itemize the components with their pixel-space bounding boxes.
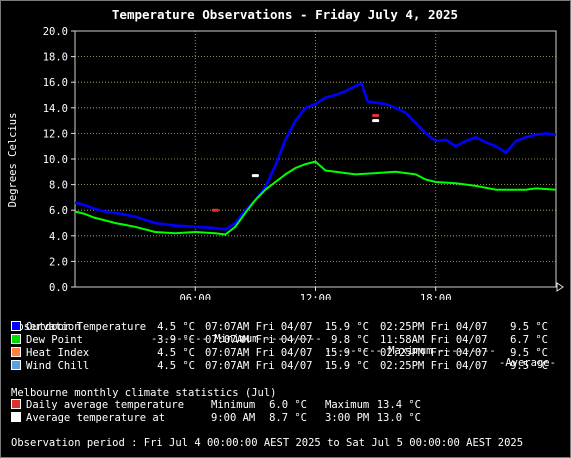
y-tick-label: 16.0 [43, 77, 68, 89]
climate-label: Average temperature at [26, 412, 166, 424]
x-tick-label: 06:00 [179, 293, 211, 300]
legend-row: Outdoor Temperature 4.5 °C 07:07AM Fri 04/… [11, 321, 548, 333]
legend-swatch [11, 321, 21, 331]
climate-b-label: Maximum [325, 399, 370, 411]
climate-header: Melbourne monthly climate statistics (Ju… [11, 387, 277, 399]
min-value: 4.5 °C [157, 360, 195, 372]
legend-header-avg: -Average- [499, 357, 556, 369]
x-axis-ticks: 06:00 12:00 18:00 [179, 287, 452, 300]
legend-row: Wind Chill 4.5 °C 07:07AM Fri 04/07 15.9 °C… [11, 360, 548, 372]
climate-b-value: 13.0 °C [376, 412, 421, 424]
x-tick-label: 18:00 [420, 293, 452, 300]
max-time: 02:25PM Fri 04/07 [380, 360, 488, 372]
y-tick-label: 8.0 [49, 180, 68, 192]
y-tick-label: 2.0 [49, 256, 68, 268]
avg-value: 6.7 °C [510, 334, 548, 346]
legend-header-max: --------- Maximum --------- [325, 345, 496, 357]
climate-swatch [11, 412, 21, 422]
y-axis-label: Degrees Celcius [7, 113, 19, 208]
avg-value: 9.5 °C [510, 321, 548, 333]
climate-swatch [11, 399, 21, 409]
y-axis-ticks: 0.0 2.0 4.0 6.0 8.0 10.0 12.0 14.0 16.0 18.0 20.0 [43, 26, 75, 294]
axis-arrow-icon [556, 282, 564, 292]
avg-value: 9.5 °C [510, 347, 548, 359]
max-time: 02:25PM Fri 04/07 [380, 321, 488, 333]
min-value: 4.5 °C [157, 321, 195, 333]
legend-header: Observation --------- Minimum --------- … [11, 309, 556, 381]
y-tick-label: 0.0 [49, 282, 68, 294]
max-time: 02:25PM Fri 04/07 [380, 347, 488, 359]
max-value: 15.9 °C [324, 347, 369, 359]
y-tick-label: 6.0 [49, 205, 68, 217]
climate-a-label: Minimum [211, 399, 256, 411]
climate-row: Average temperature at 9:00 AM 8.7 °C 3:00 … [11, 412, 421, 424]
climate-marker [251, 174, 259, 178]
observation-period: Observation period : Fri Jul 4 00:00:00 … [11, 437, 524, 449]
y-tick-label: 10.0 [43, 154, 68, 166]
min-value: 4.5 °C [157, 347, 195, 359]
legend-header-min: --------- Minimum --------- [151, 333, 322, 345]
climate-marker [372, 113, 380, 117]
chart-title: Temperature Observations - Friday July 4… [112, 7, 458, 22]
legend-header-label: Observation [11, 321, 81, 333]
max-time: 11:58AM Fri 04/07 [380, 334, 488, 346]
climate-row: Daily average temperature Minimum 6.0 °C Ma… [11, 399, 421, 411]
y-tick-label: 4.0 [49, 231, 68, 243]
max-value: 15.9 °C [324, 360, 369, 372]
series-line-dew-point [74, 160, 557, 236]
legend-row: Heat Index 4.5 °C 07:07AM Fri 04/07 15.9 °C… [11, 347, 548, 359]
y-tick-label: 20.0 [43, 26, 68, 38]
min-value: 3.9 °C [157, 334, 195, 346]
climate-a-value: 6.0 °C [269, 399, 307, 411]
min-time: 07:07AM Fri 04/07 [205, 347, 313, 359]
temperature-chart: Temperature Observations - Friday July 4… [7, 7, 564, 300]
legend-swatch [11, 334, 21, 344]
min-time: 07:07AM Fri 04/07 [205, 321, 313, 333]
legend-label: Wind Chill [26, 360, 90, 372]
legend-label: Dew Point [26, 334, 83, 346]
y-tick-label: 12.0 [43, 128, 68, 140]
climate-markers [211, 113, 380, 212]
climate-a-label: 9:00 AM [211, 412, 256, 424]
avg-value: 9.5 °C [510, 360, 548, 372]
legend-label: Outdoor Temperature [26, 321, 147, 333]
climate-b-label: 3:00 PM [325, 412, 370, 424]
climate-a-value: 8.7 °C [269, 412, 307, 424]
legend-swatch [11, 347, 21, 357]
min-time: 07:07AM Fri 04/07 [205, 360, 313, 372]
climate-label: Daily average temperature [26, 399, 185, 411]
legend-label: Heat Index [26, 347, 90, 359]
climate-marker [372, 119, 380, 123]
legend-swatch [11, 360, 21, 370]
max-value: 9.8 °C [331, 334, 369, 346]
series-lines [74, 82, 557, 236]
max-value: 15.9 °C [324, 321, 369, 333]
series-line-outdoor-temperature [74, 82, 557, 231]
min-time: 07:07AM Fri 04/07 [205, 334, 313, 346]
y-tick-label: 14.0 [43, 103, 68, 115]
y-tick-label: 18.0 [43, 52, 68, 64]
grid-lines [75, 31, 556, 287]
x-tick-label: 12:00 [300, 293, 332, 300]
climate-marker [211, 208, 219, 212]
climate-b-value: 13.4 °C [376, 399, 421, 411]
legend-row: Dew Point 3.9 °C 07:07AM Fri 04/07 9.8 °C 11… [11, 334, 548, 346]
